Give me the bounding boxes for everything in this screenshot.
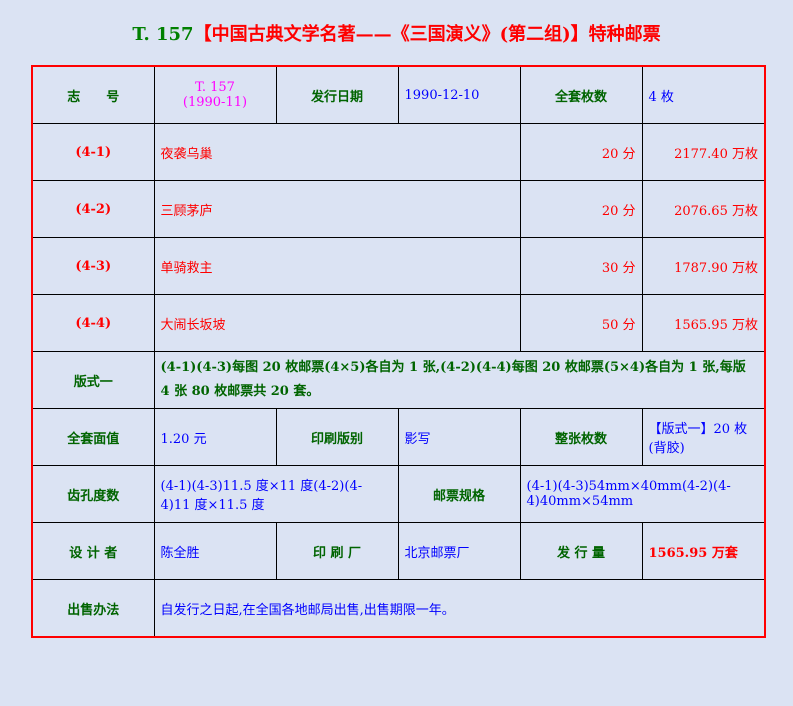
stamp-value: 20 分 bbox=[519, 180, 643, 238]
code-line1: T. 157 bbox=[195, 80, 235, 95]
designer: 陈全胜 bbox=[153, 522, 277, 580]
set-count: 4 枚 bbox=[641, 65, 766, 124]
stamp-code: T. 157 (1990-11) bbox=[153, 65, 277, 124]
label-face: 全套面值 bbox=[31, 408, 155, 466]
table-row: 设 计 者 陈全胜 印 刷 厂 北京邮票厂 发 行 量 1565.95 万套 bbox=[31, 522, 766, 580]
issue-date: 1990-12-10 bbox=[397, 65, 521, 124]
label-print: 印刷版别 bbox=[275, 408, 399, 466]
stamp-value: 50 分 bbox=[519, 294, 643, 352]
table-row: (4-1) 夜袭乌巢 20 分 2177.40 万枚 bbox=[31, 123, 766, 181]
title-code: T. 157 bbox=[132, 24, 194, 45]
sale-text: 自发行之日起,在全国各地邮局出售,出售期限一年。 bbox=[153, 579, 766, 638]
label-count: 全套枚数 bbox=[519, 65, 643, 124]
table-row: 全套面值 1.20 元 印刷版别 影写 整张枚数 【版式一】20 枚(背胶) bbox=[31, 408, 766, 466]
title-text: 【中国古典文学名著——《三国演义》(第二组)】特种邮票 bbox=[193, 24, 661, 45]
stamp-value: 30 分 bbox=[519, 237, 643, 295]
label-printer: 印 刷 厂 bbox=[275, 522, 399, 580]
stamp-issued: 2177.40 万枚 bbox=[641, 123, 766, 181]
stamp-name: 夜袭乌巢 bbox=[153, 123, 521, 181]
label-perf: 齿孔度数 bbox=[31, 465, 155, 523]
stamp-name: 单骑救主 bbox=[153, 237, 521, 295]
stamp-issued: 2076.65 万枚 bbox=[641, 180, 766, 238]
stamp-no: (4-3) bbox=[31, 237, 155, 295]
label-sale: 出售办法 bbox=[31, 579, 155, 638]
label-size: 邮票规格 bbox=[397, 465, 521, 523]
face-value: 1.20 元 bbox=[153, 408, 277, 466]
issue-qty: 1565.95 万套 bbox=[641, 522, 766, 580]
table-row: (4-3) 单骑救主 30 分 1787.90 万枚 bbox=[31, 237, 766, 295]
label-format: 版式一 bbox=[31, 351, 155, 409]
page-title: T. 157【中国古典文学名著——《三国演义》(第二组)】特种邮票 bbox=[0, 20, 793, 46]
stamp-no: (4-2) bbox=[31, 180, 155, 238]
table-row: (4-2) 三顾茅庐 20 分 2076.65 万枚 bbox=[31, 180, 766, 238]
perforation: (4-1)(4-3)11.5 度×11 度(4-2)(4-4)11 度×11.5… bbox=[153, 465, 399, 523]
stamp-issued: 1565.95 万枚 bbox=[641, 294, 766, 352]
label-qty: 发 行 量 bbox=[519, 522, 643, 580]
label-date: 发行日期 bbox=[275, 65, 399, 124]
label-sheet: 整张枚数 bbox=[519, 408, 643, 466]
stamp-value: 20 分 bbox=[519, 123, 643, 181]
printer: 北京邮票厂 bbox=[397, 522, 521, 580]
sheet-count: 【版式一】20 枚(背胶) bbox=[641, 408, 766, 466]
stamp-info-table: 志 号 T. 157 (1990-11) 发行日期 1990-12-10 全套枚数… bbox=[31, 65, 766, 638]
stamp-name: 三顾茅庐 bbox=[153, 180, 521, 238]
table-row: 出售办法 自发行之日起,在全国各地邮局出售,出售期限一年。 bbox=[31, 579, 766, 638]
label-code: 志 号 bbox=[31, 65, 155, 124]
stamp-name: 大闹长坂坡 bbox=[153, 294, 521, 352]
code-line2: (1990-11) bbox=[182, 95, 248, 110]
label-designer: 设 计 者 bbox=[31, 522, 155, 580]
stamp-no: (4-4) bbox=[31, 294, 155, 352]
table-row: (4-4) 大闹长坂坡 50 分 1565.95 万枚 bbox=[31, 294, 766, 352]
print-method: 影写 bbox=[397, 408, 521, 466]
stamp-issued: 1787.90 万枚 bbox=[641, 237, 766, 295]
table-row: 版式一 (4-1)(4-3)每图 20 枚邮票(4×5)各自为 1 张,(4-2… bbox=[31, 351, 766, 409]
table-row: 志 号 T. 157 (1990-11) 发行日期 1990-12-10 全套枚数… bbox=[31, 65, 766, 124]
stamp-no: (4-1) bbox=[31, 123, 155, 181]
table-row: 齿孔度数 (4-1)(4-3)11.5 度×11 度(4-2)(4-4)11 度… bbox=[31, 465, 766, 523]
stamp-size: (4-1)(4-3)54mm×40mm(4-2)(4-4)40mm×54mm bbox=[519, 465, 766, 523]
format-text: (4-1)(4-3)每图 20 枚邮票(4×5)各自为 1 张,(4-2)(4-… bbox=[153, 351, 766, 409]
